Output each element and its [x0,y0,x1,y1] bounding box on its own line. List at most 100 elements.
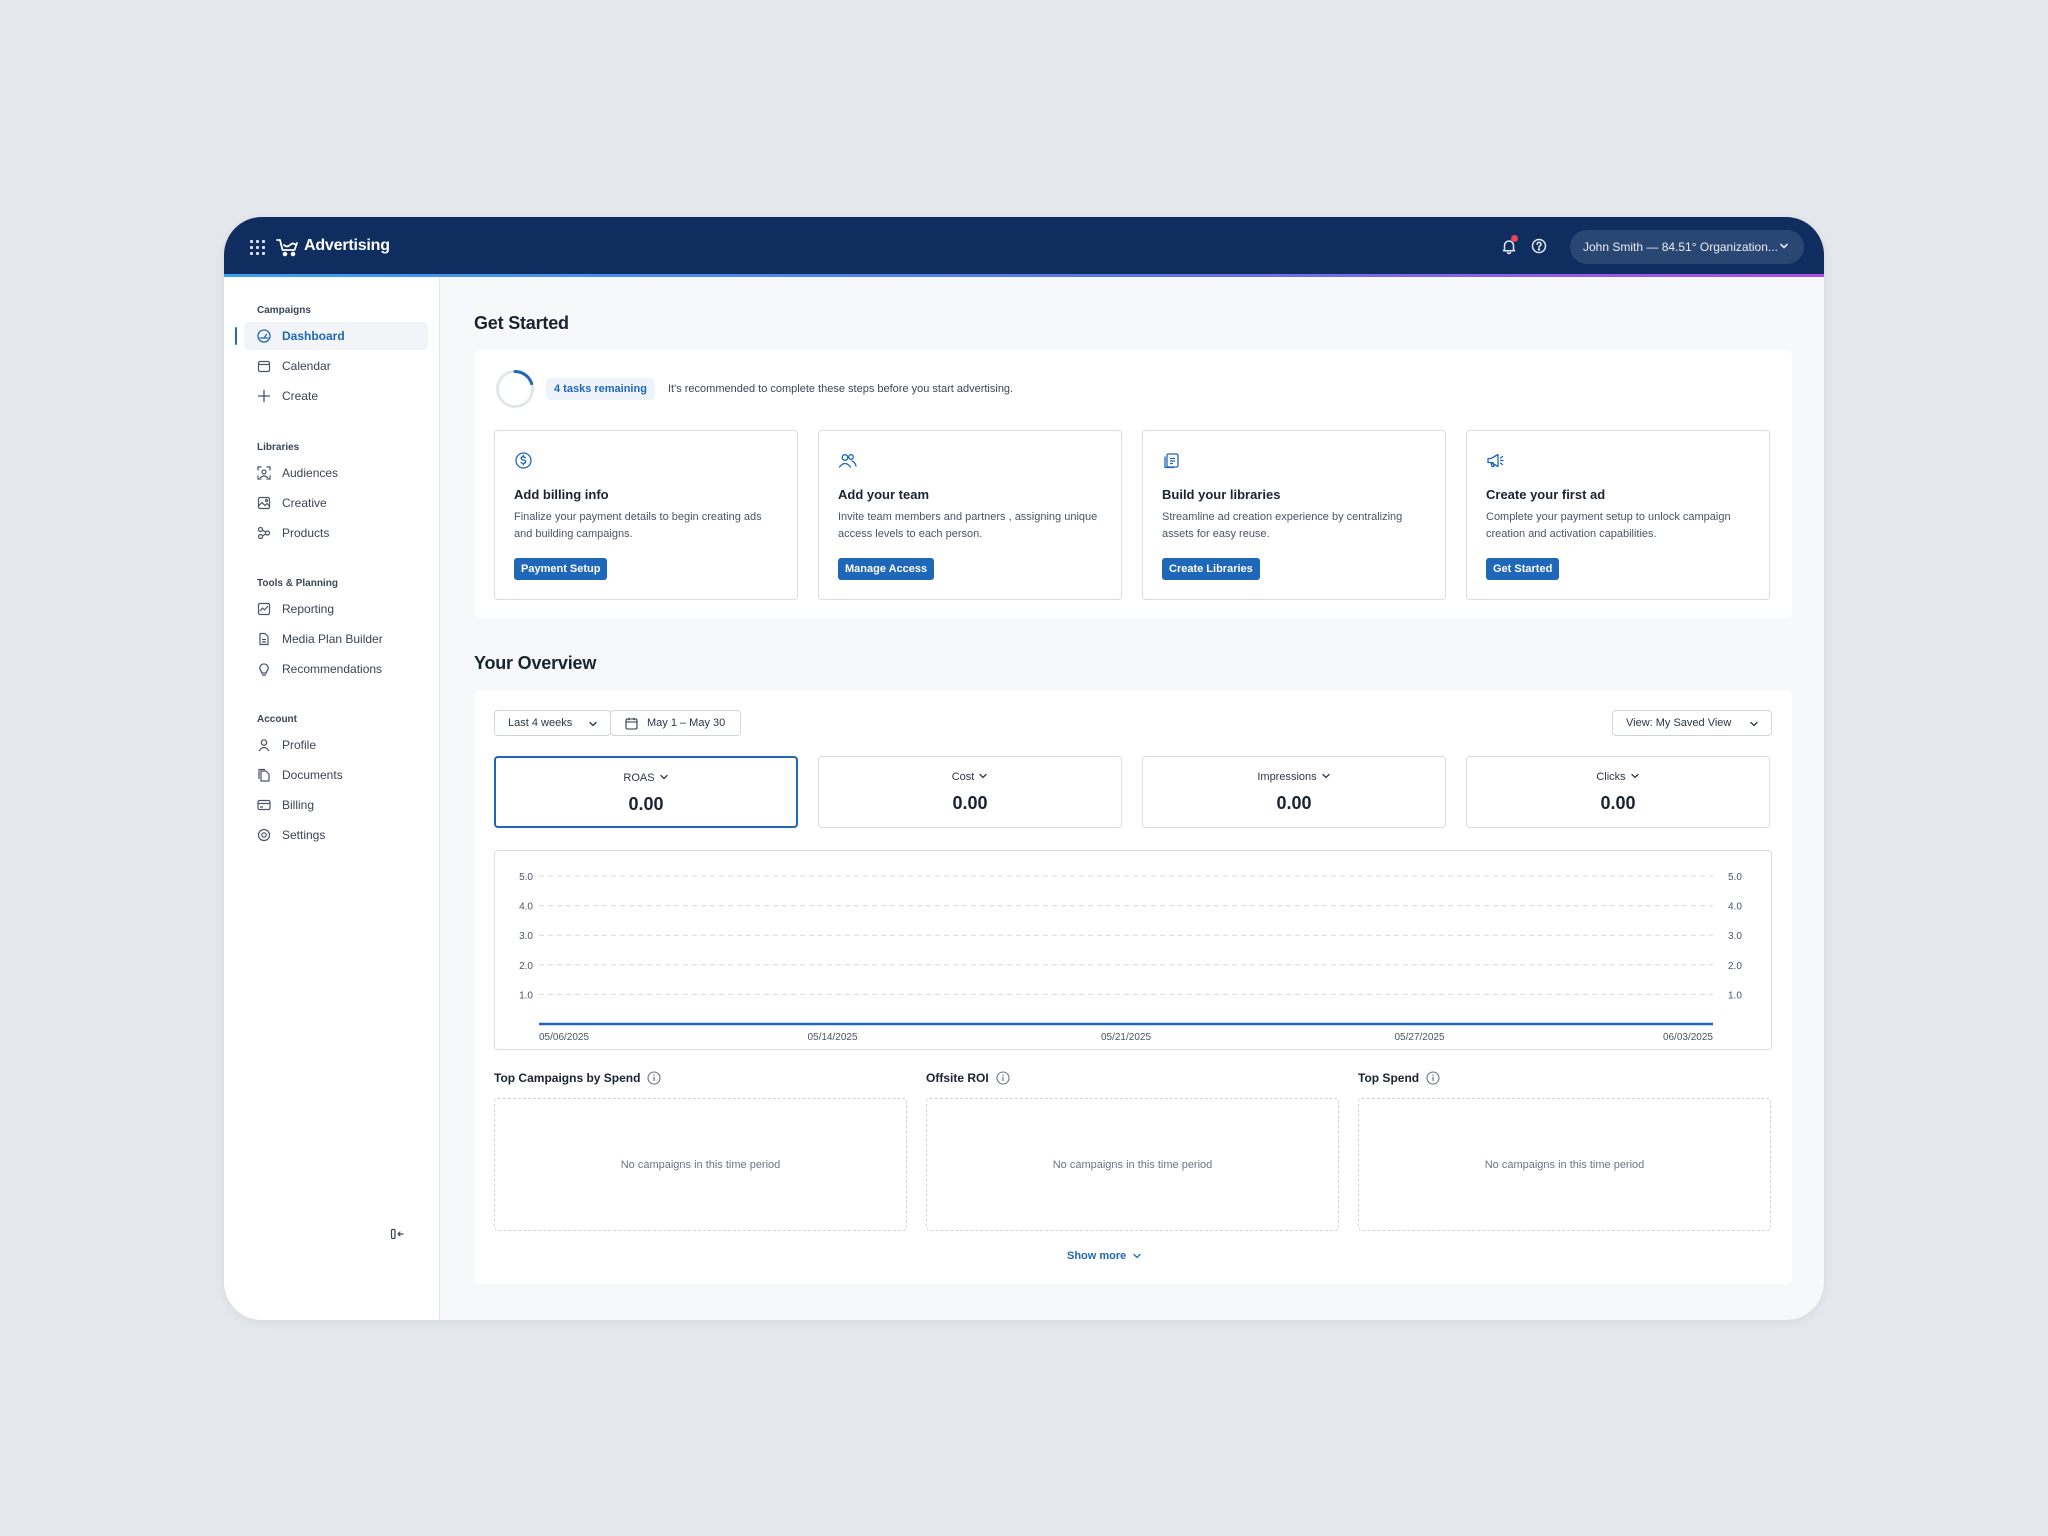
products-icon [257,526,271,540]
info-icon[interactable] [1426,1071,1440,1085]
y2-tick-label: 3.0 [1728,931,1742,942]
sidebar-item-dashboard[interactable]: Dashboard [224,321,440,351]
dollar-circle-icon [515,452,532,469]
sidebar-item-audiences[interactable]: Audiences [224,458,440,488]
chevron-down-icon [1133,1253,1141,1259]
sidebar-item-label: Dashboard [282,329,345,343]
line-chart: 5.0 4.0 3.0 2.0 1.0 5.0 4.0 3.0 2.0 1.0 05/06/2025… [519,872,1742,1043]
chevron-down-icon [1750,721,1758,727]
metric-card-roas[interactable]: ROAS 0.00 [494,756,798,828]
get-started-button[interactable]: Get Started [1486,558,1560,580]
sidebar-item-recommendations[interactable]: Recommendations [224,654,440,684]
audiences-icon [257,466,271,480]
sidebar-item-media-plan-builder[interactable]: Media Plan Builder [224,624,440,654]
sidebar-item-label: Profile [282,738,317,752]
get-started-panel: 4 tasks remaining It's recommended to co… [474,350,1792,618]
sidebar-item-label: Audiences [282,466,339,480]
payment-setup-button[interactable]: Payment Setup [514,558,608,580]
step-card-description: Invite team members and partners , assig… [838,511,1098,540]
sidebar-item-calendar[interactable]: Calendar [224,351,440,381]
step-card-billing: Add billing info Finalize your payment d… [494,430,798,600]
y-tick-label: 4.0 [519,902,533,913]
gear-icon [257,828,271,842]
sidebar-item-products[interactable]: Products [224,518,440,548]
help-icon[interactable] [1530,237,1548,255]
nav-group-title: Tools & Planning [257,578,338,589]
date-range-picker[interactable]: May 1 – May 30 [610,710,741,736]
metric-value: 0.00 [952,793,988,813]
header-accent-line [224,274,1824,277]
brand-cart-icon [276,239,298,257]
top-bar: Advertising John Smith — 84.51° Organiza… [224,217,1824,277]
bell-icon[interactable] [1500,237,1518,255]
y2-tick-label: 1.0 [1728,990,1742,1001]
widget-title-offsite-roi: Offsite ROI [926,1071,1010,1085]
overview-panel: Last 4 weeks May 1 – May 30 View: My Sav… [474,690,1792,1284]
metric-card-cost[interactable]: Cost 0.00 [818,756,1122,828]
info-icon[interactable] [647,1071,662,1085]
calendar-icon [257,360,271,373]
info-icon[interactable] [996,1071,1010,1085]
get-started-title: Get Started [474,313,569,333]
chevron-down-icon [659,774,668,780]
credit-card-icon [257,799,271,811]
nav-group-libraries: Libraries Audiences Creative Products [224,438,440,548]
sidebar-item-billing[interactable]: Billing [224,790,440,820]
sidebar-item-documents[interactable]: Documents [224,760,440,790]
y2-tick-label: 2.0 [1728,961,1742,972]
sidebar-item-label: Billing [282,798,315,812]
metric-card-impressions[interactable]: Impressions 0.00 [1142,756,1446,828]
sidebar-item-label: Products [282,526,330,540]
empty-state-top-spend: No campaigns in this time period [1358,1098,1771,1231]
saved-view-select[interactable]: View: My Saved View [1612,710,1772,736]
sidebar-item-profile[interactable]: Profile [224,730,440,760]
user-icon [258,739,270,752]
app-window: Advertising John Smith — 84.51° Organiza… [224,217,1824,1320]
x-tick-label: 06/03/2025 [1663,1032,1713,1043]
document-icon [259,632,269,646]
metric-label: Cost [819,771,1121,783]
metric-label: ROAS [496,772,796,784]
step-card-description: Finalize your payment details to begin c… [514,511,762,540]
megaphone-icon [1487,453,1504,468]
sidebar-item-label: Settings [282,828,326,842]
range-select[interactable]: Last 4 weeks [494,710,611,736]
widget-title-top-campaigns: Top Campaigns by Spend [494,1071,662,1085]
sidebar-item-label: Creative [282,496,327,510]
sidebar-item-settings[interactable]: Settings [224,820,440,850]
y2-tick-label: 4.0 [1728,902,1742,913]
empty-state-top-campaigns: No campaigns in this time period [494,1098,907,1231]
nav-group-campaigns: Campaigns Dashboard Calendar Create [224,301,440,411]
tasks-remaining-badge: 4 tasks remaining [546,378,655,400]
step-card-description: Complete your payment setup to unlock ca… [1486,511,1731,540]
y-tick-label: 1.0 [519,990,533,1001]
metric-label: Impressions [1143,771,1445,783]
metric-value: 0.00 [1276,793,1312,813]
manage-access-button[interactable]: Manage Access [838,558,935,580]
tasks-note: It's recommended to complete these steps… [668,383,1014,395]
metric-value: 0.00 [1600,793,1636,813]
metric-card-clicks[interactable]: Clicks 0.00 [1466,756,1770,828]
chevron-down-icon [589,721,597,727]
progress-ring [496,370,534,408]
create-libraries-button[interactable]: Create Libraries [1162,558,1260,580]
metric-chart: 5.0 4.0 3.0 2.0 1.0 5.0 4.0 3.0 2.0 1.0 05/06/2025… [494,850,1772,1050]
nav-group-title: Campaigns [257,305,311,316]
show-more-label: Show more [1067,1250,1127,1262]
reporting-icon [257,602,271,616]
sidebar-item-reporting[interactable]: Reporting [224,594,440,624]
sidebar-item-creative[interactable]: Creative [224,488,440,518]
sidebar-item-create[interactable]: Create [224,381,440,411]
show-more-button[interactable]: Show more [1067,1250,1142,1262]
user-account-menu[interactable]: John Smith — 84.51° Organization... [1570,230,1804,264]
notification-dot [1511,235,1518,242]
step-card-first-ad: Create your first ad Complete your payme… [1466,430,1770,600]
documents-icon [258,768,270,782]
dashboard-icon [257,329,271,343]
x-tick-label: 05/06/2025 [539,1032,589,1043]
sidebar-item-label: Recommendations [282,662,383,676]
apps-grid-icon[interactable] [250,240,266,256]
collapse-sidebar-icon[interactable] [390,1227,404,1241]
sidebar-item-label: Reporting [282,602,335,616]
sidebar-item-label: Calendar [282,359,331,373]
